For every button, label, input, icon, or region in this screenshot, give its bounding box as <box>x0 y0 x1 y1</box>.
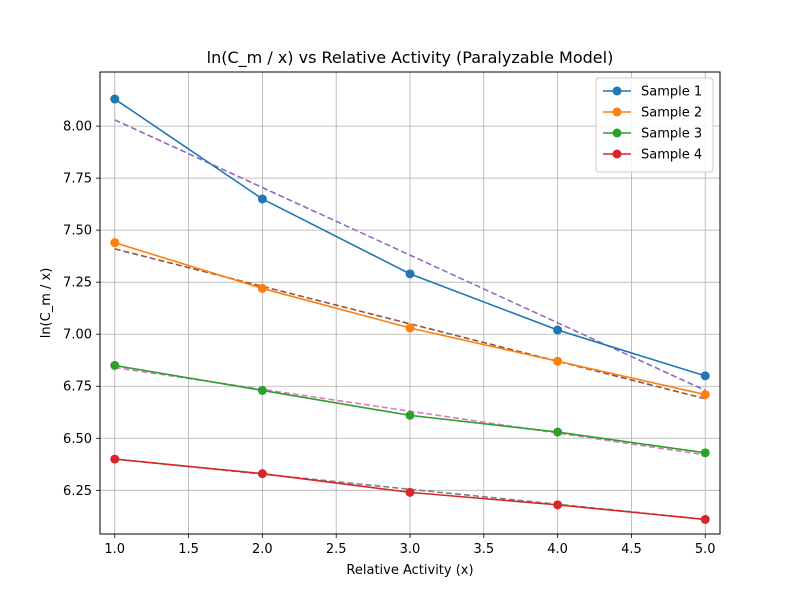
x-tick-label: 4.5 <box>621 542 642 557</box>
x-tick-label: 5.0 <box>695 542 716 557</box>
data-point <box>700 371 710 381</box>
series-sample-1 <box>110 94 710 381</box>
y-tick-label: 6.75 <box>63 380 92 395</box>
data-point <box>110 94 120 104</box>
y-tick-label: 7.75 <box>63 172 92 187</box>
axis-ticks: 1.0 1.5 2.0 2.5 3.0 3.5 4.0 4.5 5.0 6.25 6.50 6.75 7… <box>63 120 716 557</box>
data-point <box>700 448 710 458</box>
legend-swatch-marker <box>612 149 622 159</box>
legend-box <box>595 77 714 173</box>
data-point <box>553 427 563 437</box>
data-point <box>553 356 563 366</box>
x-tick-label: 4.0 <box>547 542 568 557</box>
x-tick-label: 3.5 <box>473 542 494 557</box>
legend-swatch-marker <box>612 107 622 117</box>
x-tick-label: 2.5 <box>326 542 347 557</box>
x-tick-label: 1.0 <box>104 542 125 557</box>
data-point <box>405 487 415 497</box>
legend-item: Sample 4 <box>603 148 702 163</box>
legend-swatch-marker <box>612 128 622 138</box>
data-point <box>257 283 267 293</box>
legend: Sample 1 Sample 2 Sample 3 Sample 4 <box>595 77 714 173</box>
legend-item: Sample 1 <box>603 85 702 100</box>
data-series <box>110 94 710 524</box>
y-tick-label: 6.25 <box>63 484 92 499</box>
legend-label: Sample 3 <box>641 127 702 142</box>
data-point <box>405 410 415 420</box>
data-point <box>553 500 563 510</box>
legend-label: Sample 4 <box>641 148 702 163</box>
legend-label: Sample 2 <box>641 106 702 121</box>
y-tick-label: 6.50 <box>63 432 92 447</box>
data-point <box>405 323 415 333</box>
data-point <box>110 238 120 248</box>
data-point <box>110 454 120 464</box>
y-tick-label: 8.00 <box>63 120 92 135</box>
x-tick-label: 1.5 <box>178 542 199 557</box>
series-sample-2 <box>110 238 710 400</box>
legend-item: Sample 2 <box>603 106 702 121</box>
x-tick-label: 3.0 <box>400 542 421 557</box>
series-sample-4 <box>110 454 710 524</box>
data-point <box>110 360 120 370</box>
y-axis-label: ln(C_m / x) <box>39 268 54 339</box>
data-point <box>553 325 563 335</box>
data-point <box>700 514 710 524</box>
y-tick-label: 7.25 <box>63 276 92 291</box>
data-point <box>257 194 267 204</box>
x-tick-label: 2.0 <box>252 542 273 557</box>
data-point <box>405 269 415 279</box>
data-point <box>257 469 267 479</box>
y-tick-label: 7.00 <box>63 328 92 343</box>
chart-title: ln(C_m / x) vs Relative Activity (Paraly… <box>207 48 614 68</box>
legend-label: Sample 1 <box>641 85 702 100</box>
y-tick-label: 7.50 <box>63 224 92 239</box>
data-point <box>257 385 267 395</box>
x-axis-label: Relative Activity (x) <box>346 563 473 578</box>
legend-swatch-marker <box>612 86 622 96</box>
legend-item: Sample 3 <box>603 127 702 142</box>
series-sample-3 <box>110 360 710 458</box>
data-point <box>700 390 710 400</box>
